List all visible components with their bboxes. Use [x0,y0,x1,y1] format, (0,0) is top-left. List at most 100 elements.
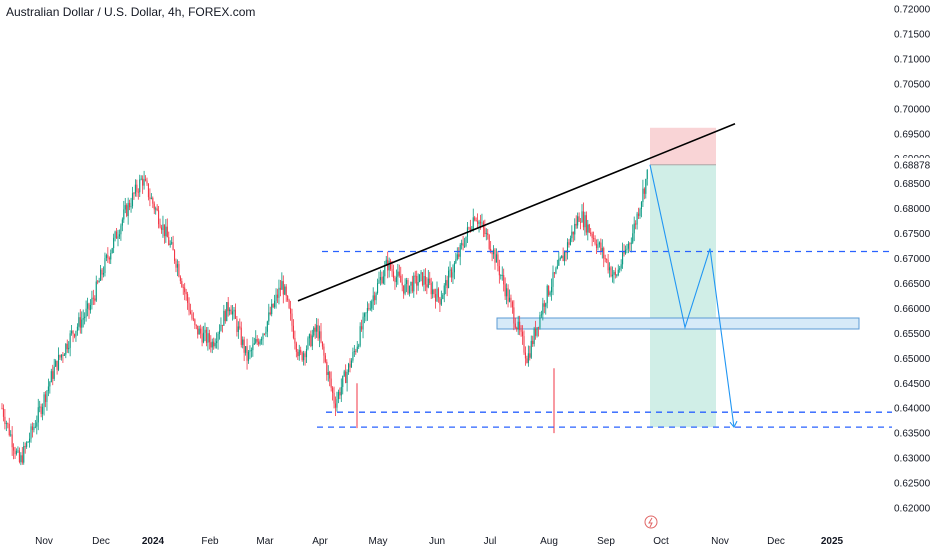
candle-body [507,288,509,302]
candle-body [506,288,508,297]
candle-body [160,227,163,230]
candle [178,260,180,278]
candle [278,279,280,305]
candle [333,386,335,409]
candle [150,193,152,200]
candle-body [72,330,74,335]
candle-body [372,295,374,302]
candle [462,235,464,251]
candle-body [584,215,586,228]
y-tick-label: 0.67000 [894,254,931,265]
candle-body [162,224,164,230]
candle-body [324,355,326,362]
candle [317,318,319,341]
candle-body [495,254,497,263]
candle-body [329,372,331,379]
candle [137,188,139,200]
candle-body [632,233,634,243]
candle-body [369,308,371,310]
candle-body [433,289,435,295]
y-tick-label: 0.63000 [894,454,931,465]
candle [348,362,350,375]
candle [487,228,489,240]
candle [192,312,194,322]
candle-body [527,353,529,363]
candle-body [406,280,408,284]
candle [8,417,10,437]
candle [85,300,87,322]
candle-body [426,284,428,288]
candle [123,200,125,223]
candle [484,219,486,237]
y-tick-label: 0.68500 [894,179,931,190]
candle-body [546,285,548,304]
candle-body [529,353,531,358]
candle [258,338,260,347]
candle [327,365,329,382]
candle-body [11,434,13,448]
time-axis: Nov Dec 2024 Feb Mar Apr May Jun Jul Aug Sep Oct Nov… [35,515,844,547]
candle-body [639,209,641,216]
candle [4,408,6,430]
candle-body [640,202,642,210]
candle [259,338,261,346]
candle [59,354,61,360]
candle-body [590,232,592,234]
candle-body [63,354,65,356]
candle [329,370,331,387]
candle-body [365,312,367,314]
candle-body [646,169,648,180]
x-tick-label: Nov [35,536,53,547]
candle [375,291,377,305]
candle-body [226,302,228,322]
candle [595,239,598,254]
candle-body [421,272,424,285]
candle-body [29,438,31,442]
candle-body [616,275,618,276]
candle-body [578,216,580,222]
candle-body [62,354,64,356]
candle-body [417,282,419,286]
candle-body [316,325,318,332]
candle [46,390,48,411]
candle [79,309,81,334]
candle [407,278,409,295]
candle [478,219,480,233]
x-tick-label: 2024 [142,536,165,547]
candle-body [91,297,93,306]
candle [184,282,186,301]
candle [101,267,103,281]
candle-body [349,363,351,368]
candle [53,358,55,381]
candle [321,341,323,350]
candle [108,256,110,264]
candle-body [136,184,138,192]
candle [442,293,444,300]
y-tick-label: 0.69500 [894,129,931,140]
candle [440,290,442,306]
candle [379,269,381,286]
candle [165,219,167,243]
candle [10,430,12,437]
candle-body [217,333,219,342]
candle-body [342,375,344,387]
candle [614,267,616,279]
candle-body [465,236,467,246]
candle [221,324,223,333]
candle-body [263,333,265,335]
candle [553,271,555,278]
candle-body [2,408,4,417]
candle [446,275,448,297]
candle [242,336,244,349]
candle [556,259,558,270]
candle [574,218,576,241]
candle-body [272,303,274,307]
y-tick-label: 0.64000 [894,404,931,415]
candle-body [189,311,192,314]
candle [319,325,321,348]
candle [155,206,157,215]
candle-body [184,287,186,293]
candle-body [317,325,319,339]
candle-body [294,337,296,344]
